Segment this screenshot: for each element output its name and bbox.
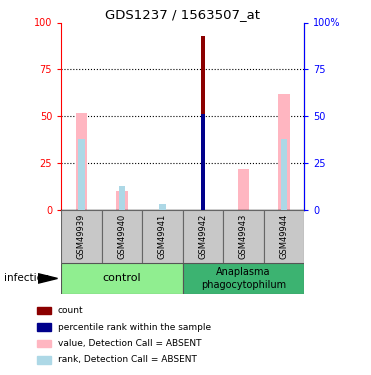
Polygon shape xyxy=(38,274,58,283)
Text: count: count xyxy=(58,306,83,315)
Bar xyxy=(116,191,128,210)
Bar xyxy=(37,340,51,347)
Text: Anaplasma
phagocytophilum: Anaplasma phagocytophilum xyxy=(201,267,286,290)
Bar xyxy=(183,210,223,262)
Bar xyxy=(61,210,102,262)
Bar xyxy=(201,114,205,210)
Bar xyxy=(102,210,142,262)
Text: GSM49942: GSM49942 xyxy=(198,214,207,259)
Bar xyxy=(201,36,205,210)
Text: value, Detection Call = ABSENT: value, Detection Call = ABSENT xyxy=(58,339,201,348)
Bar xyxy=(119,186,125,210)
Bar xyxy=(223,210,264,262)
Bar xyxy=(37,356,51,364)
Bar xyxy=(159,204,166,210)
Bar xyxy=(78,139,85,210)
Text: GSM49944: GSM49944 xyxy=(279,214,289,259)
Bar xyxy=(76,112,87,210)
Bar xyxy=(238,169,249,210)
Bar xyxy=(264,210,304,262)
Text: infection: infection xyxy=(4,273,49,284)
Text: GSM49939: GSM49939 xyxy=(77,214,86,259)
Bar xyxy=(61,262,183,294)
Title: GDS1237 / 1563507_at: GDS1237 / 1563507_at xyxy=(105,8,260,21)
Bar xyxy=(281,139,287,210)
Bar xyxy=(37,307,51,314)
Bar xyxy=(183,262,304,294)
Text: percentile rank within the sample: percentile rank within the sample xyxy=(58,322,211,332)
Text: GSM49940: GSM49940 xyxy=(118,214,127,259)
Text: control: control xyxy=(103,273,141,284)
Text: rank, Detection Call = ABSENT: rank, Detection Call = ABSENT xyxy=(58,356,197,364)
Text: GSM49943: GSM49943 xyxy=(239,214,248,259)
Text: GSM49941: GSM49941 xyxy=(158,214,167,259)
Bar xyxy=(278,94,290,210)
Bar xyxy=(37,323,51,331)
Bar xyxy=(142,210,183,262)
